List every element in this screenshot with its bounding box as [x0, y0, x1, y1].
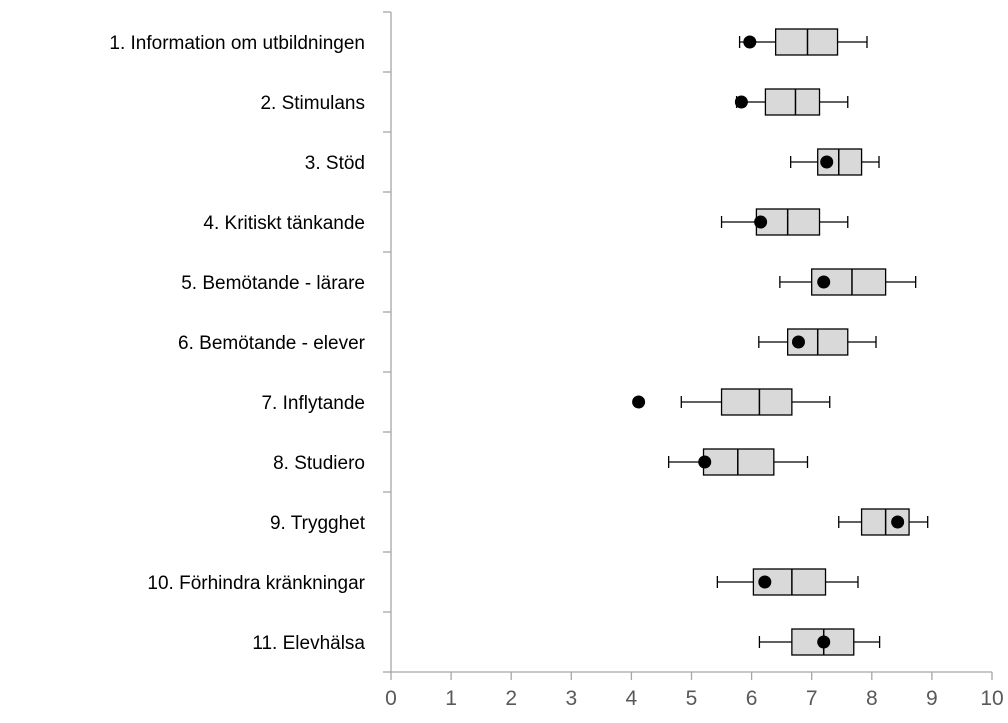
data-point — [754, 215, 768, 229]
box-group — [838, 508, 929, 536]
boxes — [632, 28, 929, 656]
box — [702, 448, 775, 476]
x-tick-label: 5 — [686, 687, 698, 710]
x-tick-label: 7 — [806, 687, 818, 710]
data-point — [734, 95, 748, 109]
category-labels: 1. Information om utbildningen 2. Stimula… — [109, 33, 365, 654]
data-point — [817, 275, 831, 289]
category-label: 7. Inflytande — [261, 393, 365, 414]
x-tick-label: 10 — [980, 687, 1003, 710]
x-tick-label: 8 — [866, 687, 878, 710]
box-group — [632, 388, 831, 416]
box-group — [779, 268, 917, 296]
x-tick-label: 2 — [505, 687, 517, 710]
data-point — [743, 35, 757, 49]
category-label: 1. Information om utbildningen — [109, 33, 365, 54]
category-label: 10. Förhindra kränkningar — [147, 573, 365, 594]
x-tick-label: 0 — [385, 687, 397, 710]
data-point — [817, 635, 831, 649]
data-point — [891, 515, 905, 529]
data-point — [820, 155, 834, 169]
box-group — [758, 628, 881, 656]
box-group — [758, 328, 877, 356]
x-tick-label: 1 — [445, 687, 457, 710]
box-group — [668, 448, 809, 476]
category-label: 11. Elevhälsa — [252, 633, 365, 654]
box — [774, 28, 839, 56]
box-group — [720, 208, 849, 236]
data-point — [758, 575, 772, 589]
x-tick-labels: 0 1 2 3 4 5 6 7 8 9 10 — [385, 687, 1004, 710]
category-label: 8. Studiero — [273, 453, 365, 474]
x-tick-label: 4 — [626, 687, 638, 710]
data-point — [791, 335, 805, 349]
box — [764, 88, 821, 116]
box-group — [716, 568, 859, 596]
box-group — [790, 148, 880, 176]
category-label: 5. Bemötande - lärare — [181, 273, 365, 294]
box-group — [738, 28, 868, 56]
box-group — [734, 88, 849, 116]
x-tick-label: 6 — [746, 687, 758, 710]
x-tick-label: 9 — [926, 687, 938, 710]
category-label: 2. Stimulans — [260, 93, 365, 114]
data-point — [632, 395, 646, 409]
category-label: 4. Kritiskt tänkande — [203, 213, 365, 234]
category-label: 3. Stöd — [305, 153, 365, 174]
data-point — [698, 455, 712, 469]
x-tick-label: 3 — [565, 687, 577, 710]
category-label: 6. Bemötande - elever — [178, 333, 366, 354]
box — [720, 388, 793, 416]
category-label: 9. Trygghet — [270, 513, 366, 534]
axes — [383, 11, 993, 680]
